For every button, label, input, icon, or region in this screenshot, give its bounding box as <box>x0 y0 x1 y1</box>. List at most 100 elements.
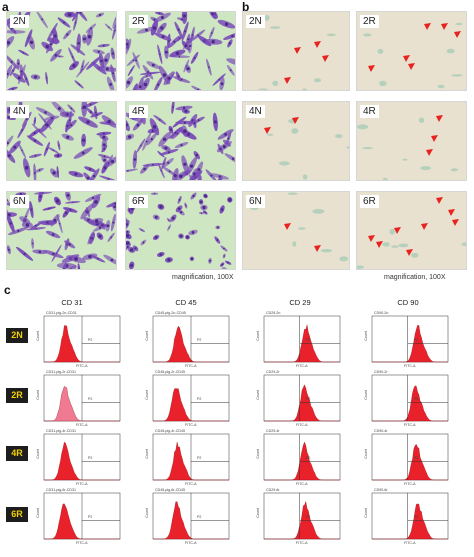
cell-nucleus <box>135 59 138 62</box>
red-arrow-marker <box>436 115 443 122</box>
cell-nucleus <box>7 248 10 251</box>
cell-nucleus <box>66 135 70 139</box>
gate-label: P2 <box>88 338 93 342</box>
cell-nucleus <box>94 200 98 204</box>
cell-nucleus <box>182 14 187 18</box>
red-arrow-marker <box>314 41 321 48</box>
cell-nucleus <box>161 35 165 39</box>
cell-nucleus <box>74 257 78 261</box>
cell-nucleus <box>146 75 148 77</box>
flow-histogram: CD29-6r Count FITC-A P2 <box>256 487 342 547</box>
cell-nucleus <box>162 137 167 141</box>
gate-p2-marker <box>81 493 120 539</box>
panel-b-tile-4n: 4N <box>242 101 350 181</box>
panel-b-letter: b <box>242 0 250 14</box>
flow-histogram: CD45-pig-2r-CD45 Count FITC-A P2 <box>145 369 231 429</box>
cell-nucleus <box>138 85 142 89</box>
stain-spot <box>379 80 387 87</box>
cell-nucleus <box>65 211 68 215</box>
plot-header: CD29-4r <box>266 429 280 433</box>
gate-p2-marker <box>407 434 448 480</box>
red-arrow-marker <box>368 235 375 242</box>
histogram-peak <box>372 385 448 422</box>
cell-nucleus <box>126 80 131 85</box>
cell-nucleus <box>31 242 34 245</box>
cell-nucleus <box>216 226 219 229</box>
stain-spot <box>269 26 281 29</box>
panel-a-magnification-caption: magnification, 100X <box>172 274 234 281</box>
stain-spot <box>382 177 388 180</box>
cell-nucleus <box>48 207 50 210</box>
cell-nucleus <box>112 72 114 75</box>
cell-nucleus <box>12 69 14 72</box>
stain-spot <box>291 128 299 134</box>
x-axis-label: FITC-A <box>76 364 88 368</box>
column-header-cd31: CD 31 <box>61 298 83 307</box>
flow-histogram: CD90-4r Count FITC-A P2 <box>364 428 450 488</box>
cell-nucleus <box>208 259 212 262</box>
cell-nucleus <box>87 211 89 214</box>
cell-nucleus <box>53 34 57 38</box>
gate-p2-marker <box>407 316 448 362</box>
cell-nucleus <box>127 135 132 139</box>
cell-nucleus <box>199 200 203 204</box>
tile-label: 6R <box>360 195 379 208</box>
cell-nucleus <box>154 215 158 219</box>
x-axis-label: FITC-A <box>404 541 416 545</box>
y-axis-label: Count <box>35 449 40 459</box>
gate-label: P2 <box>88 515 93 519</box>
cell-nucleus <box>89 168 92 171</box>
cell-nucleus <box>234 61 235 64</box>
cell-nucleus <box>204 211 206 214</box>
cell-nucleus <box>30 208 33 211</box>
cell-nucleus <box>193 57 196 59</box>
histogram-peak <box>44 385 120 422</box>
plot-header: CD29-6r <box>266 488 280 492</box>
cell-nucleus <box>88 255 92 259</box>
stained-cell <box>131 83 138 90</box>
x-axis-label: FITC-A <box>404 482 416 486</box>
cell-nucleus <box>83 37 86 41</box>
cell-nucleus <box>107 178 110 180</box>
cell-nucleus <box>126 123 128 127</box>
cell-nucleus <box>78 267 80 269</box>
plot-header: CD90-6r <box>374 488 388 492</box>
x-axis-label: FITC-A <box>296 364 308 368</box>
cell-nucleus <box>152 163 154 166</box>
gate-p2-marker <box>190 316 229 362</box>
cell-nucleus <box>81 65 84 68</box>
x-axis-label: FITC-A <box>404 364 416 368</box>
cell-nucleus <box>129 248 134 252</box>
cell-nucleus <box>44 111 47 114</box>
gate-p2-marker <box>299 434 340 480</box>
stain-spot <box>302 88 307 90</box>
cell-nucleus <box>218 175 221 178</box>
cell-nucleus <box>160 170 162 172</box>
cell-nucleus <box>23 252 26 255</box>
cell-nucleus <box>10 60 13 63</box>
y-axis-label: Count <box>363 449 368 459</box>
cell-nucleus <box>66 33 69 36</box>
cell-nucleus <box>184 30 187 33</box>
cell-nucleus <box>110 236 112 239</box>
cell-nucleus <box>174 131 177 134</box>
tile-label: 2N <box>10 15 29 28</box>
panel-a-tile-6n: 6N <box>6 191 117 270</box>
cell-nucleus <box>157 83 160 86</box>
cell-nucleus <box>49 43 53 46</box>
gate-label: P2 <box>306 338 311 342</box>
plot-header: CD29-2n <box>266 311 281 315</box>
cell-nucleus <box>211 32 213 34</box>
red-arrow-marker <box>294 47 301 54</box>
red-arrow-marker <box>284 223 291 230</box>
stained-cell <box>196 174 202 180</box>
stain-spot <box>361 147 374 150</box>
flow-histogram: CD31-pig-2r-CD31 Count FITC-A P2 <box>36 369 122 429</box>
cell-nucleus <box>133 158 137 161</box>
cell-nucleus <box>82 105 87 109</box>
stain-spot <box>446 48 455 54</box>
cell-nucleus <box>103 147 106 150</box>
cell-nucleus <box>13 145 17 149</box>
cell-nucleus <box>211 40 215 44</box>
cell-nucleus <box>92 196 95 199</box>
